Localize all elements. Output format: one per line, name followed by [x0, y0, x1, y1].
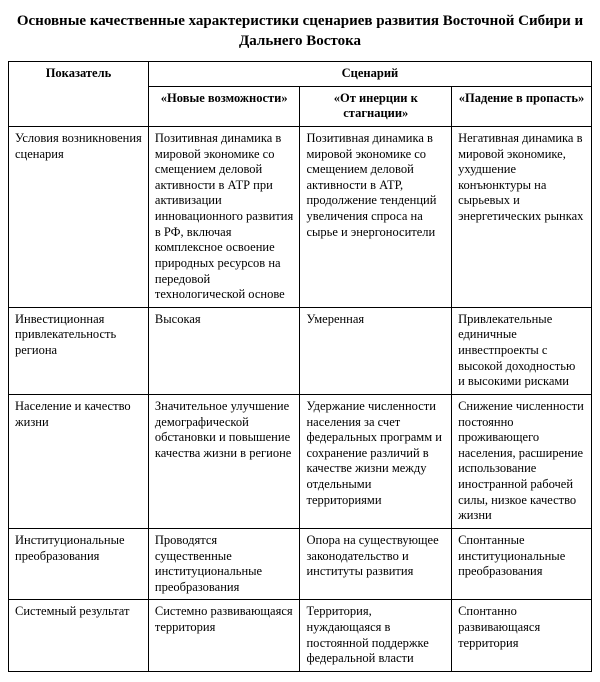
cell-scenario-3: Привлекательные единичные инвестпроекты … — [452, 307, 592, 394]
col-header-scenario-1: «Новые возможности» — [148, 86, 300, 126]
cell-indicator: Системный результат — [9, 600, 149, 672]
table-row: Системный результат Системно развивающая… — [9, 600, 592, 672]
cell-scenario-3: Спонтанные институциональные преобразова… — [452, 528, 592, 600]
col-header-scenario-3: «Падение в пропасть» — [452, 86, 592, 126]
table-row: Инвестиционная привлекательность региона… — [9, 307, 592, 394]
cell-scenario-1: Позитивная динамика в мировой экономике … — [148, 126, 300, 307]
scenario-table: Показатель Сценарий «Новые возможности» … — [8, 61, 592, 672]
table-row: Институциональные преобразования Проводя… — [9, 528, 592, 600]
cell-scenario-2: Территория, нуждающаяся в постоянной под… — [300, 600, 452, 672]
table-header-row-1: Показатель Сценарий — [9, 62, 592, 87]
cell-indicator: Население и качество жизни — [9, 394, 149, 528]
cell-scenario-1: Системно развивающаяся территория — [148, 600, 300, 672]
col-header-scenario-group: Сценарий — [148, 62, 591, 87]
page-title: Основные качественные характеристики сце… — [12, 12, 588, 51]
col-header-indicator: Показатель — [9, 62, 149, 127]
cell-indicator: Институциональные преобразования — [9, 528, 149, 600]
cell-indicator: Условия возникновения сценария — [9, 126, 149, 307]
cell-scenario-1: Высокая — [148, 307, 300, 394]
cell-scenario-3: Снижение численности постоянно проживающ… — [452, 394, 592, 528]
cell-scenario-1: Значительное улучшение демографической о… — [148, 394, 300, 528]
cell-scenario-2: Умеренная — [300, 307, 452, 394]
cell-scenario-2: Опора на существующее законодательство и… — [300, 528, 452, 600]
cell-indicator: Инвестиционная привлекательность региона — [9, 307, 149, 394]
table-row: Население и качество жизни Значительное … — [9, 394, 592, 528]
cell-scenario-3: Негативная динамика в мировой экономике,… — [452, 126, 592, 307]
cell-scenario-2: Удержание численности населения за счет … — [300, 394, 452, 528]
cell-scenario-3: Спонтанно развивающаяся территория — [452, 600, 592, 672]
cell-scenario-1: Проводятся существенные институциональны… — [148, 528, 300, 600]
col-header-scenario-2: «От инерции к стагнации» — [300, 86, 452, 126]
table-row: Условия возникновения сценария Позитивна… — [9, 126, 592, 307]
cell-scenario-2: Позитивная динамика в мировой экономике … — [300, 126, 452, 307]
